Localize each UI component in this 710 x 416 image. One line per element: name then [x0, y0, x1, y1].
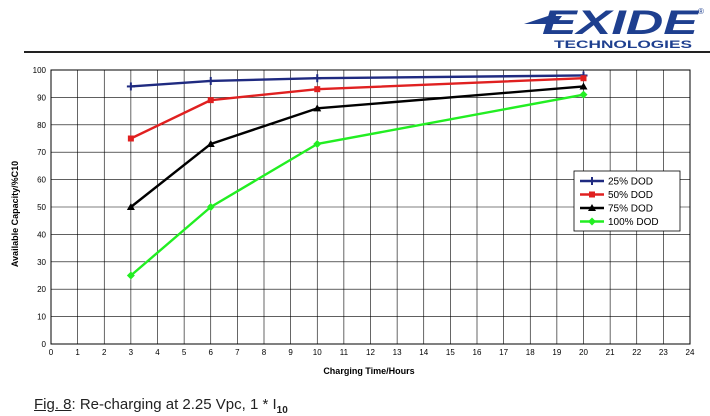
series-3	[126, 82, 588, 210]
legend-swatch-marker	[589, 191, 595, 198]
data-point	[313, 74, 322, 83]
series-4	[126, 90, 588, 280]
data-point	[206, 139, 215, 147]
data-point	[126, 271, 135, 280]
x-tick-label: 24	[686, 348, 695, 357]
x-tick-label: 17	[499, 348, 508, 357]
y-tick-label: 80	[37, 121, 46, 130]
logo-wordmark: EXIDE	[542, 4, 700, 42]
y-tick-label: 40	[37, 230, 46, 239]
legend-label: 25% DOD	[608, 177, 653, 188]
series-line	[130, 74, 584, 88]
data-point	[206, 203, 215, 211]
x-tick-label: 22	[632, 348, 641, 357]
x-tick-label: 6	[209, 348, 214, 357]
y-tick-label: 100	[33, 66, 47, 75]
exide-logo: EXIDE ® TECHNOLOGIES	[524, 4, 704, 50]
figure-caption-subscript: 10	[276, 405, 288, 416]
x-tick-label: 9	[288, 348, 293, 357]
legend-swatch-marker	[588, 177, 596, 185]
legend-swatch-marker	[588, 204, 596, 211]
legend-item: 100% DOD	[580, 217, 659, 228]
logo-subtitle: TECHNOLOGIES	[554, 39, 692, 50]
data-point	[314, 86, 321, 93]
data-point	[579, 82, 588, 90]
figure-caption-text: : Re-charging at 2.25 Vpc, 1 * I	[71, 396, 277, 413]
x-tick-label: 13	[393, 348, 402, 357]
logo-swoosh-icon	[524, 16, 562, 24]
y-tick-label: 20	[37, 285, 46, 294]
logo-registered-mark: ®	[698, 7, 704, 16]
x-tick-label: 21	[606, 348, 615, 357]
y-tick-label: 70	[37, 148, 46, 157]
y-tick-label: 90	[37, 93, 46, 102]
x-tick-label: 1	[75, 348, 80, 357]
data-point	[206, 76, 215, 85]
x-tick-label: 15	[446, 348, 455, 357]
x-tick-label: 7	[235, 348, 240, 357]
series-line	[130, 93, 584, 277]
y-axis-ticks: 0 10 20 30 40 50 60 70 80 90 100	[33, 66, 47, 349]
data-point	[126, 82, 135, 91]
legend-label: 75% DOD	[608, 204, 653, 215]
legend-swatch-marker	[588, 217, 596, 226]
series-2	[127, 75, 587, 142]
data-point	[127, 135, 134, 142]
data-point	[126, 203, 135, 210]
x-tick-label: 10	[313, 348, 322, 357]
chart-legend: 25% DOD 50% DOD 75% DOD 100% DOD	[573, 170, 681, 232]
x-tick-label: 11	[340, 348, 349, 357]
header-divider	[24, 51, 710, 53]
x-tick-label: 5	[182, 348, 187, 357]
x-tick-label: 19	[552, 348, 561, 357]
x-tick-label: 12	[366, 348, 375, 357]
data-point	[579, 90, 588, 99]
x-tick-label: 0	[49, 348, 54, 357]
chart-series	[126, 71, 588, 280]
y-axis-title: Available Capacity/%C10	[10, 161, 20, 267]
data-point	[313, 139, 322, 148]
x-tick-label: 4	[155, 348, 160, 357]
legend-item: 25% DOD	[580, 177, 653, 188]
x-axis-title: Charging Time/Hours	[323, 366, 414, 376]
legend-item: 50% DOD	[580, 190, 653, 201]
x-tick-label: 2	[102, 348, 107, 357]
series-line	[130, 77, 584, 140]
x-tick-label: 16	[473, 348, 482, 357]
y-tick-label: 0	[42, 340, 47, 349]
series-line	[130, 85, 584, 208]
data-point	[313, 104, 322, 112]
y-tick-label: 50	[37, 203, 46, 212]
x-tick-label: 23	[659, 348, 668, 357]
y-tick-label: 10	[37, 313, 46, 322]
legend-item: 75% DOD	[580, 204, 653, 215]
recharge-line-chart: 0 1 2 3 4 5 6 7 8 9 10 11 12 13 14 15 16 17 18 19 20 21 22 23 24…	[10, 66, 695, 376]
y-tick-label: 30	[37, 258, 46, 267]
legend-label: 50% DOD	[608, 190, 653, 201]
data-point	[580, 75, 587, 82]
y-tick-label: 60	[37, 176, 46, 185]
x-tick-label: 8	[262, 348, 267, 357]
x-tick-label: 20	[579, 348, 588, 357]
legend-label: 100% DOD	[608, 217, 659, 228]
data-point	[207, 97, 214, 104]
figure-number: Fig. 8	[34, 396, 72, 413]
figure-caption: Fig. 8: Re-charging at 2.25 Vpc, 1 * I10	[34, 396, 288, 416]
x-axis-ticks: 0 1 2 3 4 5 6 7 8 9 10 11 12 13 14 15 16 17 18 19 20 21 22 23 24	[49, 348, 695, 357]
x-tick-label: 18	[526, 348, 535, 357]
x-tick-label: 14	[419, 348, 428, 357]
x-tick-label: 3	[129, 348, 134, 357]
